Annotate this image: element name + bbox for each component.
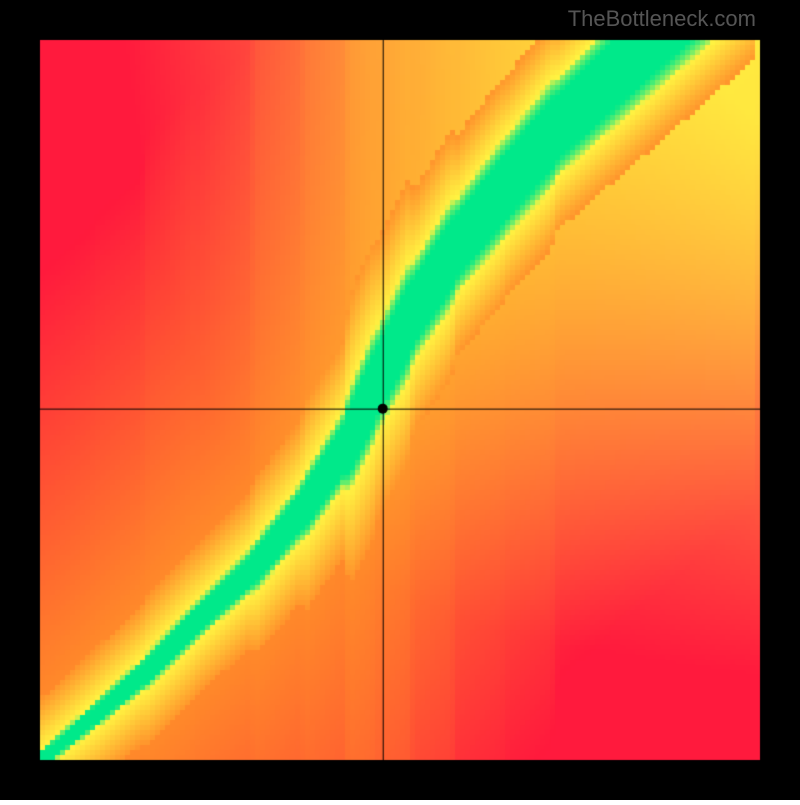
watermark-text: TheBottleneck.com: [568, 6, 756, 32]
heatmap-canvas: [0, 0, 800, 800]
heatmap-chart: [0, 0, 800, 805]
